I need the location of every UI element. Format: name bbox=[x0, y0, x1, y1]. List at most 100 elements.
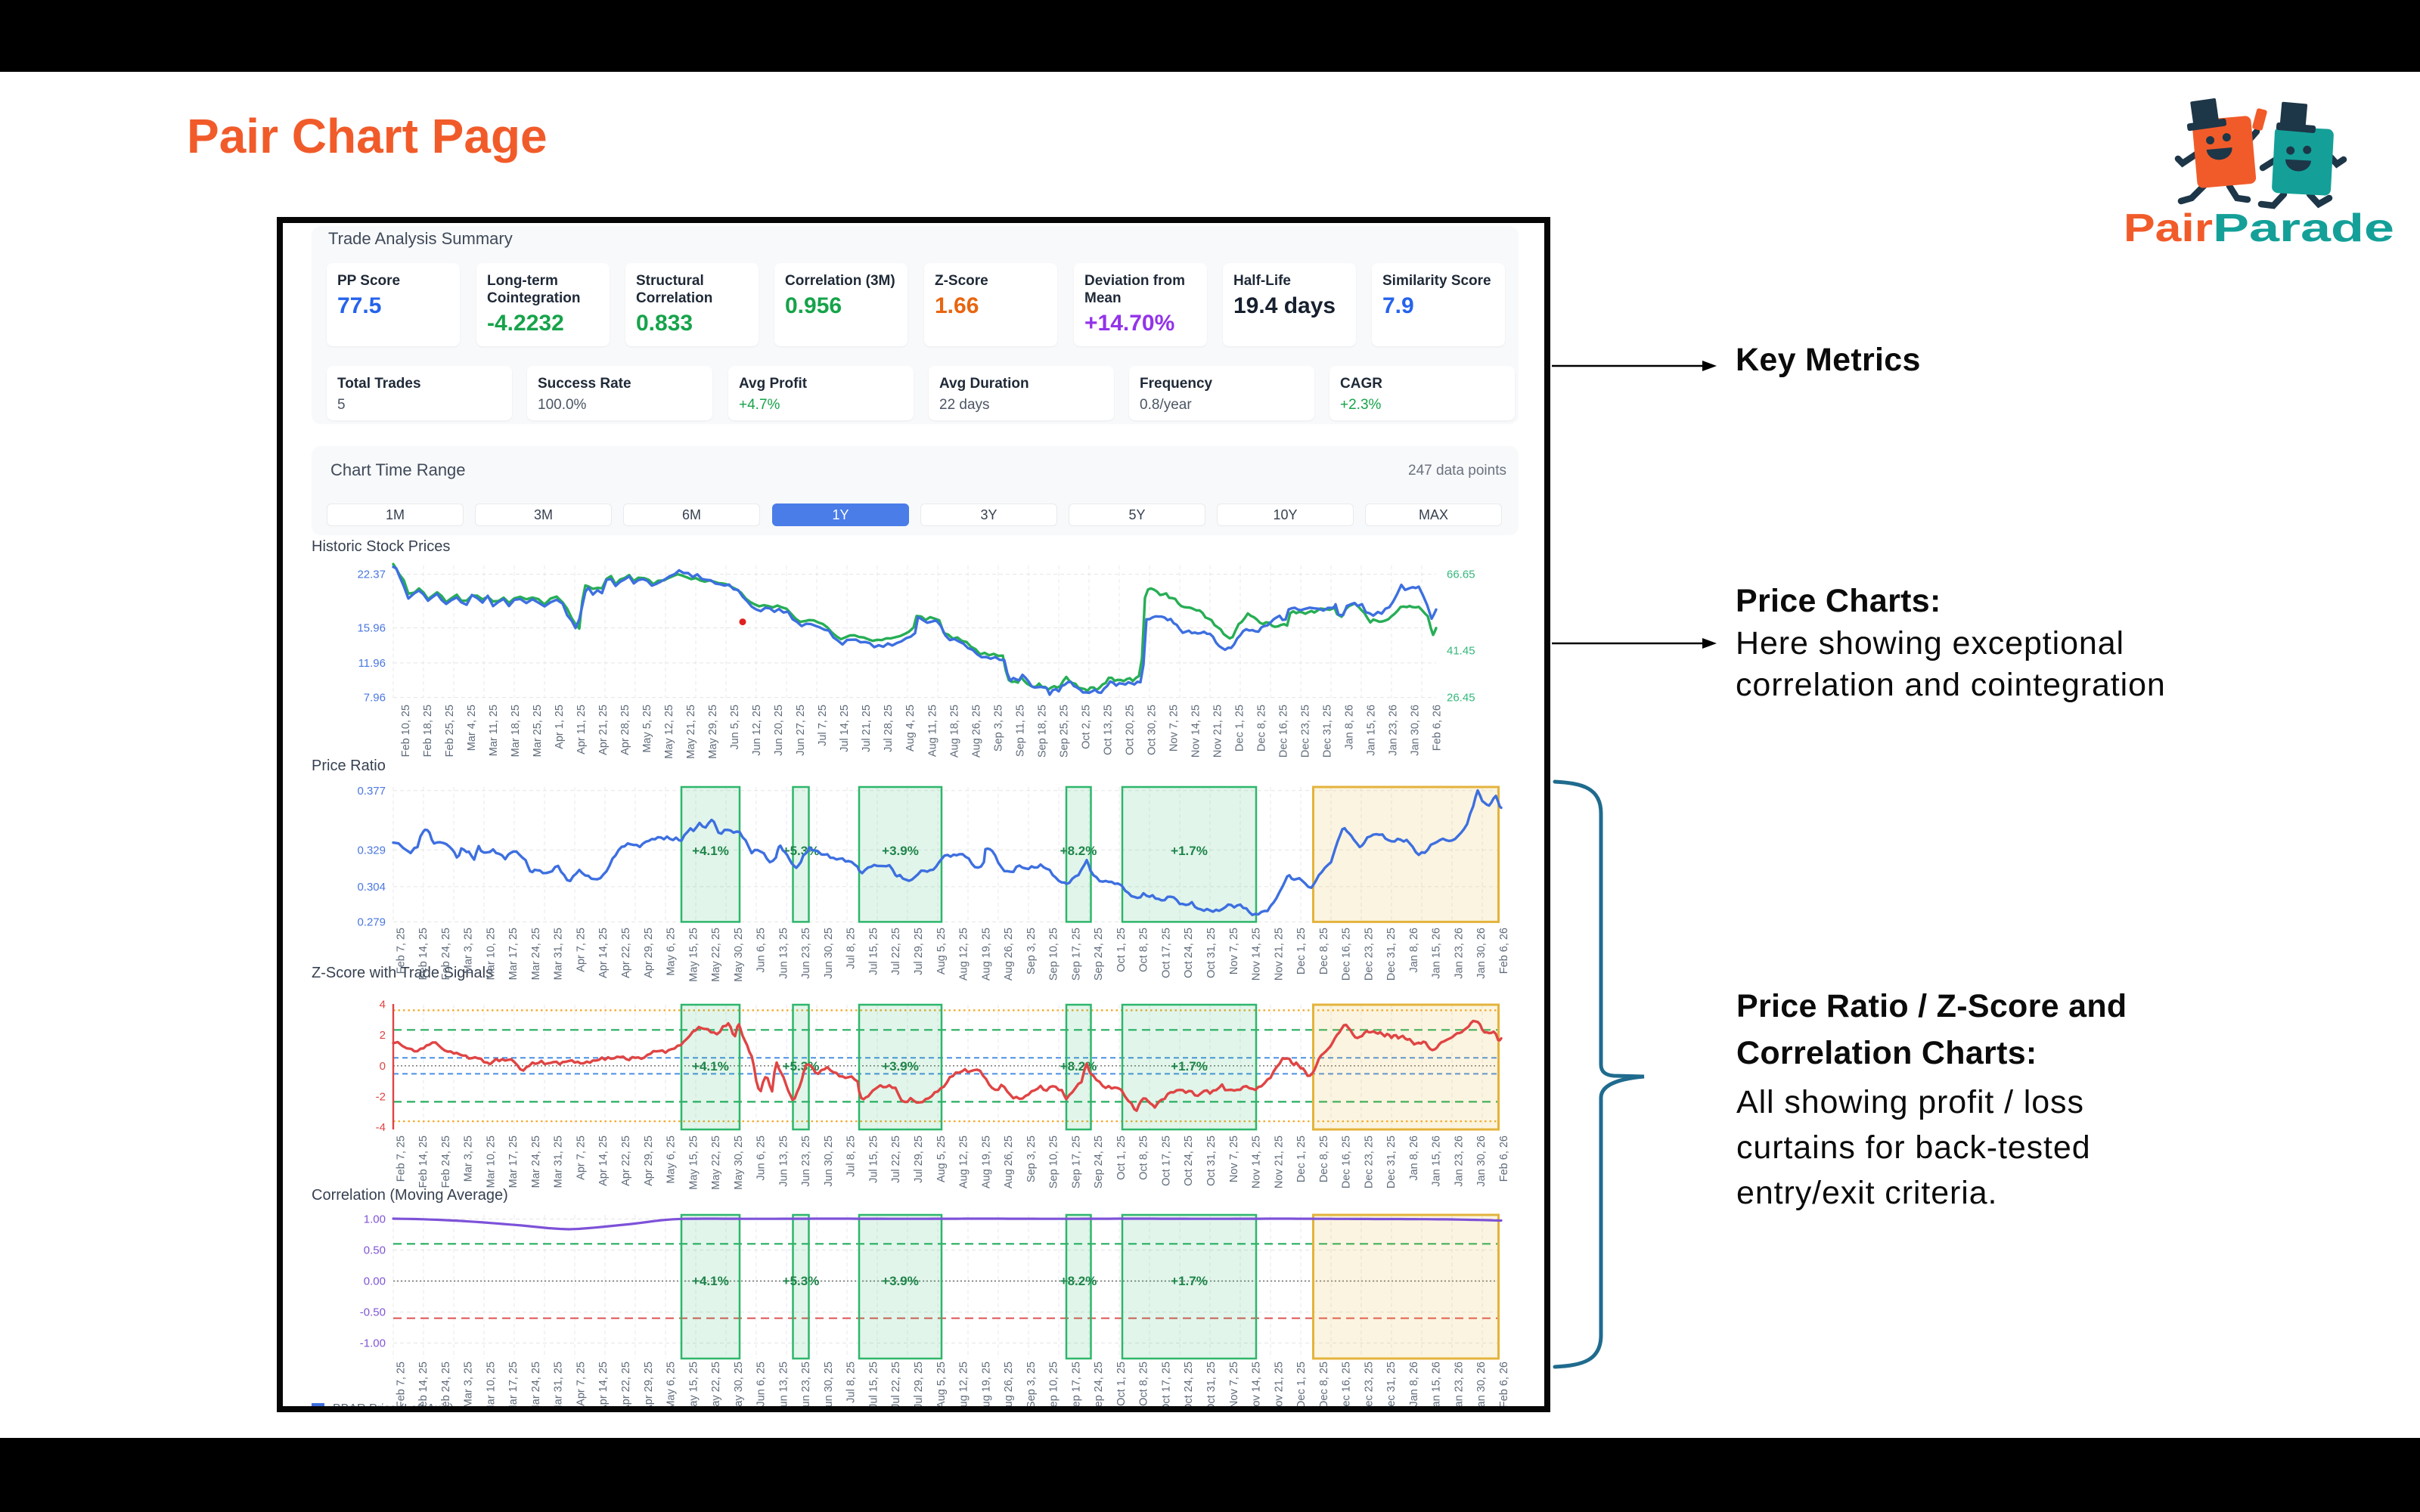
svg-text:Sep 3, 25: Sep 3, 25 bbox=[1025, 1362, 1038, 1408]
svg-text:Mar 17, 25: Mar 17, 25 bbox=[507, 928, 520, 980]
svg-text:+1.7%: +1.7% bbox=[1171, 1274, 1208, 1288]
svg-text:Jul 7, 25: Jul 7, 25 bbox=[817, 705, 829, 746]
svg-text:Feb 24, 25: Feb 24, 25 bbox=[440, 1136, 452, 1188]
svg-text:0.00: 0.00 bbox=[364, 1275, 386, 1288]
svg-text:Feb 10, 25: Feb 10, 25 bbox=[400, 705, 412, 757]
svg-text:Jun 27, 25: Jun 27, 25 bbox=[795, 705, 807, 756]
svg-text:Jan 30, 26: Jan 30, 26 bbox=[1475, 928, 1488, 979]
svg-text:41.45: 41.45 bbox=[1447, 645, 1475, 658]
svg-text:Nov 14, 25: Nov 14, 25 bbox=[1251, 1362, 1263, 1412]
svg-text:Apr 21, 25: Apr 21, 25 bbox=[597, 705, 610, 755]
svg-text:Jul 22, 25: Jul 22, 25 bbox=[890, 928, 902, 975]
svg-text:Jul 14, 25: Jul 14, 25 bbox=[839, 705, 851, 752]
svg-text:May 21, 25: May 21, 25 bbox=[685, 705, 697, 759]
svg-text:Feb 18, 25: Feb 18, 25 bbox=[422, 705, 434, 757]
svg-text:Oct 31, 25: Oct 31, 25 bbox=[1205, 928, 1218, 978]
svg-text:Jun 6, 25: Jun 6, 25 bbox=[755, 1136, 768, 1181]
svg-text:7.96: 7.96 bbox=[364, 692, 386, 705]
svg-text:May 5, 25: May 5, 25 bbox=[641, 705, 653, 753]
svg-text:0.304: 0.304 bbox=[357, 881, 386, 894]
svg-text:Aug 5, 25: Aug 5, 25 bbox=[935, 928, 948, 974]
svg-text:May 22, 25: May 22, 25 bbox=[710, 1136, 722, 1190]
svg-text:2: 2 bbox=[380, 1029, 386, 1042]
svg-text:Oct 17, 25: Oct 17, 25 bbox=[1161, 1362, 1173, 1412]
svg-text:Mar 10, 25: Mar 10, 25 bbox=[485, 1362, 497, 1412]
svg-text:Oct 30, 25: Oct 30, 25 bbox=[1146, 705, 1158, 755]
svg-text:Nov 21, 25: Nov 21, 25 bbox=[1273, 1136, 1285, 1188]
svg-text:Aug 19, 25: Aug 19, 25 bbox=[980, 1136, 992, 1188]
svg-text:Sep 24, 25: Sep 24, 25 bbox=[1093, 1136, 1105, 1188]
svg-text:Jul 8, 25: Jul 8, 25 bbox=[845, 1362, 858, 1403]
svg-text:Jun 30, 25: Jun 30, 25 bbox=[823, 1136, 835, 1187]
svg-text:Oct 2, 25: Oct 2, 25 bbox=[1080, 705, 1092, 749]
svg-text:Mar 17, 25: Mar 17, 25 bbox=[507, 1136, 520, 1188]
svg-text:Jul 29, 25: Jul 29, 25 bbox=[913, 1136, 925, 1183]
svg-text:May 15, 25: May 15, 25 bbox=[687, 928, 700, 982]
svg-text:Feb 25, 25: Feb 25, 25 bbox=[444, 705, 456, 757]
svg-text:+4.1%: +4.1% bbox=[692, 844, 729, 858]
svg-text:0.279: 0.279 bbox=[357, 916, 386, 928]
svg-text:Jun 23, 25: Jun 23, 25 bbox=[800, 928, 812, 979]
svg-text:Aug 12, 25: Aug 12, 25 bbox=[958, 1136, 970, 1188]
svg-text:Jan 23, 26: Jan 23, 26 bbox=[1454, 1136, 1466, 1187]
svg-text:Feb 14, 25: Feb 14, 25 bbox=[417, 1362, 430, 1412]
svg-text:Jun 12, 25: Jun 12, 25 bbox=[751, 705, 763, 756]
svg-text:+8.2%: +8.2% bbox=[1060, 844, 1097, 858]
svg-text:Oct 31, 25: Oct 31, 25 bbox=[1205, 1136, 1218, 1186]
svg-text:+5.3%: +5.3% bbox=[783, 1274, 820, 1288]
svg-text:Feb 14, 25: Feb 14, 25 bbox=[417, 1136, 430, 1188]
svg-text:Dec 23, 25: Dec 23, 25 bbox=[1363, 1362, 1375, 1412]
svg-text:Nov 14, 25: Nov 14, 25 bbox=[1251, 1136, 1263, 1188]
svg-text:Apr 1, 25: Apr 1, 25 bbox=[554, 705, 566, 749]
svg-text:Aug 12, 25: Aug 12, 25 bbox=[958, 1362, 970, 1412]
svg-text:0.329: 0.329 bbox=[357, 844, 386, 857]
svg-text:May 6, 25: May 6, 25 bbox=[666, 928, 678, 976]
svg-text:Jul 29, 25: Jul 29, 25 bbox=[913, 1362, 925, 1409]
svg-text:Aug 26, 25: Aug 26, 25 bbox=[970, 705, 982, 758]
svg-text:Mar 18, 25: Mar 18, 25 bbox=[510, 705, 522, 757]
svg-text:Aug 5, 25: Aug 5, 25 bbox=[935, 1136, 948, 1182]
svg-text:Dec 23, 25: Dec 23, 25 bbox=[1363, 1136, 1375, 1188]
svg-text:May 12, 25: May 12, 25 bbox=[663, 705, 675, 759]
svg-text:-4: -4 bbox=[376, 1121, 386, 1134]
svg-text:Mar 31, 25: Mar 31, 25 bbox=[553, 928, 565, 980]
svg-text:+4.1%: +4.1% bbox=[692, 1274, 729, 1288]
svg-text:Apr 7, 25: Apr 7, 25 bbox=[576, 1136, 588, 1180]
svg-text:Feb 7, 25: Feb 7, 25 bbox=[395, 928, 407, 974]
svg-text:Nov 7, 25: Nov 7, 25 bbox=[1228, 1362, 1240, 1408]
svg-text:Aug 26, 25: Aug 26, 25 bbox=[1003, 1136, 1015, 1188]
svg-text:Feb 7, 25: Feb 7, 25 bbox=[395, 1136, 407, 1182]
svg-text:Oct 1, 25: Oct 1, 25 bbox=[1115, 928, 1128, 972]
svg-text:-1.00: -1.00 bbox=[360, 1337, 386, 1350]
svg-text:Dec 16, 25: Dec 16, 25 bbox=[1341, 1136, 1353, 1188]
svg-text:Mar 4, 25: Mar 4, 25 bbox=[466, 705, 478, 751]
svg-text:+1.7%: +1.7% bbox=[1171, 844, 1208, 858]
svg-text:Aug 19, 25: Aug 19, 25 bbox=[980, 1362, 992, 1412]
svg-text:Mar 25, 25: Mar 25, 25 bbox=[532, 705, 544, 757]
svg-text:22.37: 22.37 bbox=[357, 569, 386, 581]
svg-text:BBAR Price (Left Axis): BBAR Price (Left Axis) bbox=[333, 1402, 454, 1412]
svg-text:Oct 13, 25: Oct 13, 25 bbox=[1102, 705, 1114, 755]
svg-text:Aug 19, 25: Aug 19, 25 bbox=[980, 928, 992, 981]
svg-text:Dec 1, 25: Dec 1, 25 bbox=[1295, 1362, 1308, 1408]
svg-text:Nov 14, 25: Nov 14, 25 bbox=[1251, 928, 1263, 981]
svg-text:-0.50: -0.50 bbox=[360, 1306, 386, 1319]
svg-text:Nov 21, 25: Nov 21, 25 bbox=[1273, 928, 1285, 981]
svg-text:Jan 15, 26: Jan 15, 26 bbox=[1431, 1136, 1443, 1187]
svg-text:May 15, 25: May 15, 25 bbox=[687, 1362, 700, 1412]
svg-text:Sep 25, 25: Sep 25, 25 bbox=[1058, 705, 1070, 758]
svg-text:Mar 24, 25: Mar 24, 25 bbox=[530, 928, 542, 980]
svg-text:+4.1%: +4.1% bbox=[692, 1059, 729, 1074]
svg-text:Nov 14, 25: Nov 14, 25 bbox=[1190, 705, 1202, 758]
svg-text:Mar 24, 25: Mar 24, 25 bbox=[530, 1362, 542, 1412]
svg-text:Jun 23, 25: Jun 23, 25 bbox=[800, 1136, 812, 1187]
svg-text:Apr 7, 25: Apr 7, 25 bbox=[576, 1362, 588, 1406]
svg-text:May 30, 25: May 30, 25 bbox=[733, 1362, 745, 1412]
svg-text:Oct 20, 25: Oct 20, 25 bbox=[1124, 705, 1136, 755]
svg-text:Dec 1, 25: Dec 1, 25 bbox=[1295, 928, 1308, 974]
svg-text:Jun 5, 25: Jun 5, 25 bbox=[729, 705, 741, 750]
svg-text:Feb 24, 25: Feb 24, 25 bbox=[440, 928, 452, 980]
svg-text:Mar 31, 25: Mar 31, 25 bbox=[553, 1136, 565, 1188]
svg-text:Sep 24, 25: Sep 24, 25 bbox=[1093, 1362, 1105, 1412]
svg-text:Sep 10, 25: Sep 10, 25 bbox=[1048, 1362, 1060, 1412]
